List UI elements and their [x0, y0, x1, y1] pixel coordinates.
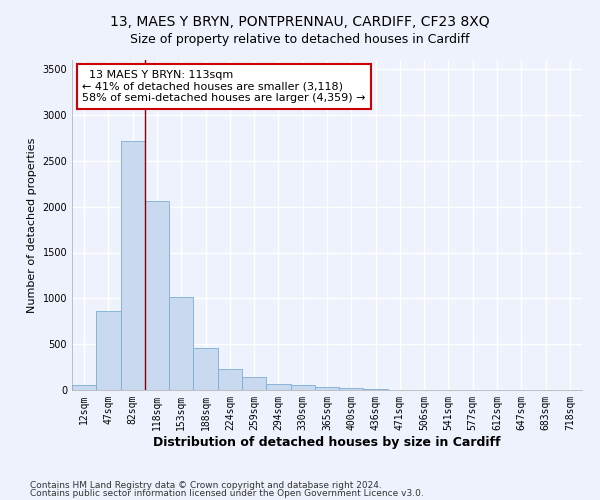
Text: Contains public sector information licensed under the Open Government Licence v3: Contains public sector information licen… [30, 489, 424, 498]
Bar [364, 388, 388, 390]
Bar [315, 387, 339, 390]
Bar [266, 384, 290, 390]
Text: Size of property relative to detached houses in Cardiff: Size of property relative to detached ho… [130, 32, 470, 46]
Bar [72, 384, 96, 390]
Bar [193, 348, 218, 390]
X-axis label: Distribution of detached houses by size in Cardiff: Distribution of detached houses by size … [153, 436, 501, 448]
Text: 13 MAES Y BRYN: 113sqm
← 41% of detached houses are smaller (3,118)
58% of semi-: 13 MAES Y BRYN: 113sqm ← 41% of detached… [82, 70, 366, 103]
Bar [339, 388, 364, 390]
Bar [145, 201, 169, 390]
Bar [218, 369, 242, 390]
Bar [169, 298, 193, 390]
Text: Contains HM Land Registry data © Crown copyright and database right 2024.: Contains HM Land Registry data © Crown c… [30, 480, 382, 490]
Text: 13, MAES Y BRYN, PONTPRENNAU, CARDIFF, CF23 8XQ: 13, MAES Y BRYN, PONTPRENNAU, CARDIFF, C… [110, 15, 490, 29]
Bar [290, 385, 315, 390]
Bar [121, 140, 145, 390]
Y-axis label: Number of detached properties: Number of detached properties [27, 138, 37, 312]
Bar [242, 376, 266, 390]
Bar [96, 311, 121, 390]
